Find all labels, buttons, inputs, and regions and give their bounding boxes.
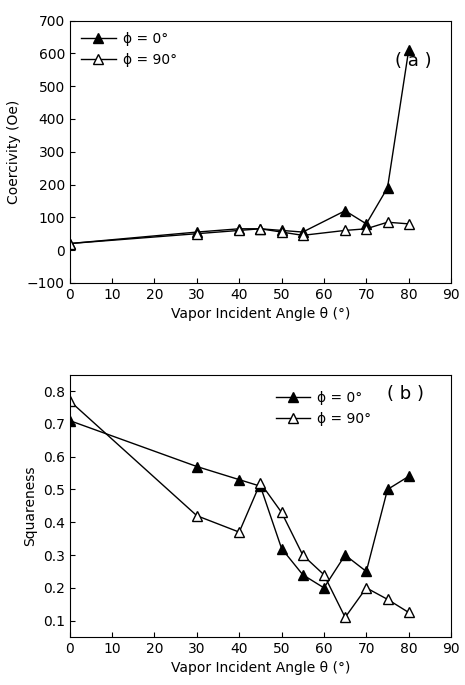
ϕ = 90° — [258, 479, 263, 487]
ϕ = 90° — [258, 225, 263, 233]
ϕ = 0° — [279, 545, 285, 553]
ϕ = 90° — [67, 397, 73, 405]
Legend: ϕ = 0°, ϕ = 90°: ϕ = 0°, ϕ = 90° — [272, 387, 375, 430]
ϕ = 0° — [194, 462, 199, 471]
ϕ = 90° — [236, 528, 242, 536]
ϕ = 0° — [342, 207, 348, 215]
ϕ = 90° — [342, 226, 348, 234]
ϕ = 90° — [364, 584, 369, 592]
ϕ = 0° — [236, 475, 242, 484]
ϕ = 90° — [342, 613, 348, 621]
ϕ = 0° — [364, 567, 369, 575]
ϕ = 0° — [342, 551, 348, 559]
ϕ = 90° — [406, 220, 412, 228]
ϕ = 90° — [406, 608, 412, 616]
ϕ = 0° — [67, 416, 73, 425]
ϕ = 0° — [279, 226, 285, 234]
Legend: ϕ = 0°, ϕ = 90°: ϕ = 0°, ϕ = 90° — [77, 27, 181, 71]
Line: ϕ = 90°: ϕ = 90° — [65, 396, 413, 622]
ϕ = 0° — [321, 584, 327, 592]
Y-axis label: Squareness: Squareness — [23, 466, 37, 546]
X-axis label: Vapor Incident Angle θ (°): Vapor Incident Angle θ (°) — [171, 308, 350, 321]
ϕ = 0° — [385, 184, 390, 192]
Line: ϕ = 90°: ϕ = 90° — [65, 217, 413, 249]
ϕ = 0° — [194, 228, 199, 236]
ϕ = 0° — [406, 46, 412, 54]
ϕ = 90° — [321, 571, 327, 579]
ϕ = 0° — [385, 486, 390, 494]
ϕ = 90° — [194, 512, 199, 520]
ϕ = 90° — [300, 232, 306, 240]
ϕ = 90° — [385, 218, 390, 226]
ϕ = 0° — [67, 240, 73, 248]
ϕ = 0° — [236, 225, 242, 233]
ϕ = 0° — [406, 472, 412, 480]
ϕ = 0° — [258, 482, 263, 490]
ϕ = 90° — [385, 595, 390, 603]
ϕ = 90° — [194, 229, 199, 238]
Text: ( b ): ( b ) — [387, 385, 424, 403]
ϕ = 90° — [279, 508, 285, 516]
Line: ϕ = 0°: ϕ = 0° — [65, 416, 413, 593]
ϕ = 90° — [364, 225, 369, 233]
Text: ( a ): ( a ) — [395, 52, 431, 70]
Line: ϕ = 0°: ϕ = 0° — [65, 45, 413, 249]
ϕ = 0° — [300, 228, 306, 236]
ϕ = 0° — [258, 225, 263, 233]
ϕ = 90° — [279, 228, 285, 236]
ϕ = 90° — [300, 551, 306, 559]
ϕ = 0° — [364, 220, 369, 228]
ϕ = 0° — [300, 571, 306, 579]
ϕ = 90° — [236, 226, 242, 234]
X-axis label: Vapor Incident Angle θ (°): Vapor Incident Angle θ (°) — [171, 662, 350, 675]
ϕ = 90° — [67, 240, 73, 248]
Y-axis label: Coercivity (Oe): Coercivity (Oe) — [7, 99, 21, 204]
